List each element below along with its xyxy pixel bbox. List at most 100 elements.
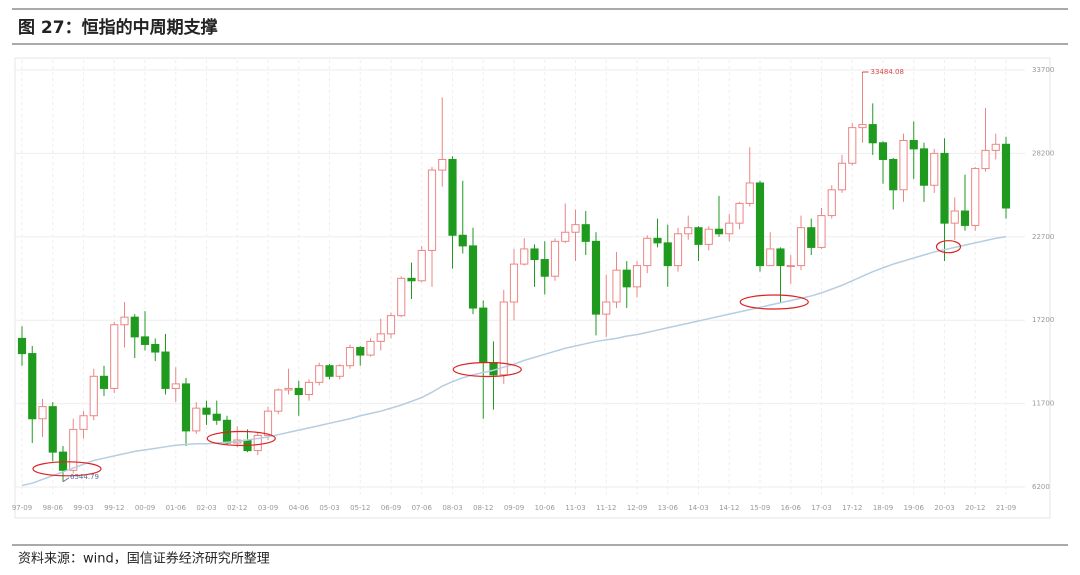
candle-body (294, 387, 303, 396)
candle-body (202, 407, 211, 415)
candle-body (817, 215, 826, 248)
x-tick-label: 18-09 (873, 504, 893, 512)
candle-body (427, 169, 437, 251)
candle-body (17, 337, 27, 355)
plot-frame (14, 57, 1051, 519)
candle-body (909, 140, 918, 150)
candle-body (612, 269, 621, 303)
candle-body (550, 240, 560, 277)
candle-body (99, 375, 109, 389)
candle-body (28, 353, 37, 420)
support-circle (935, 240, 962, 254)
x-tick-label: 98-06 (43, 504, 64, 512)
candle-body (58, 451, 68, 471)
x-tick-label: 10-06 (535, 504, 556, 512)
candle-body (745, 182, 754, 204)
title: 图 27：恒指的中周期支撑 (18, 17, 218, 38)
candle-body (89, 375, 98, 417)
y-tick-label: 22700 (1032, 233, 1054, 241)
candle-body (673, 233, 683, 267)
x-tick-label: 16-06 (781, 504, 802, 512)
candle-body (315, 365, 324, 383)
candle-body (950, 210, 959, 224)
x-tick-label: 13-06 (658, 504, 679, 512)
candle-body (602, 301, 611, 315)
candle-body (458, 234, 467, 247)
x-tick-label: 14-03 (688, 504, 708, 512)
candle-body (714, 228, 724, 235)
candle-body (889, 158, 898, 191)
moving-average-line (21, 236, 1007, 487)
candle-body (930, 152, 939, 186)
candle-body (899, 140, 908, 191)
candle-body (407, 277, 416, 282)
candle-body (376, 333, 385, 342)
candle-body (366, 340, 375, 356)
candle-body (786, 265, 795, 268)
candle-body (725, 222, 734, 235)
x-tick-label: 14-12 (719, 504, 739, 512)
source: 资料来源：wind，国信证券经济研究所整理 (18, 551, 270, 567)
candle-body (38, 406, 47, 420)
candle-body (807, 227, 816, 248)
candle-body (69, 428, 78, 471)
y-tick-label: 17200 (1032, 316, 1054, 324)
y-tick-label: 6200 (1032, 483, 1050, 491)
candle-body (684, 227, 693, 235)
candle-body (386, 315, 396, 335)
x-tick-label: 09-09 (504, 504, 524, 512)
candle-body (704, 228, 713, 245)
candle-body (417, 249, 426, 282)
support-circle (452, 361, 522, 378)
candle-body (837, 162, 847, 191)
candle-body (643, 237, 652, 267)
x-tick-label: 20-03 (934, 504, 954, 512)
x-tick-label: 03-09 (258, 504, 278, 512)
x-tick-label: 06-09 (381, 504, 401, 512)
x-tick-label: 02-03 (196, 504, 216, 512)
candle-body (479, 307, 488, 364)
candle-body (48, 406, 57, 453)
x-tick-label: 04-06 (289, 504, 310, 512)
candle-body (694, 227, 703, 245)
candle-body (1001, 143, 1011, 209)
x-tick-label: 01-06 (166, 504, 187, 512)
support-circle (32, 461, 102, 477)
y-tick-label: 33700 (1032, 66, 1054, 74)
candle-body (212, 413, 221, 421)
candle-body (110, 324, 119, 389)
candle-body (520, 248, 529, 265)
candle-body (284, 387, 293, 391)
candle-body (878, 142, 888, 160)
x-tick-label: 17-12 (842, 504, 862, 512)
support-circle (206, 430, 276, 447)
candle-body (540, 259, 549, 277)
support-circle (739, 294, 809, 310)
candle-body (181, 383, 191, 432)
candle-body (991, 143, 1000, 151)
candle-body (632, 265, 642, 288)
x-tick-label: 19-06 (904, 504, 925, 512)
candle-body (827, 189, 836, 217)
y-tick-label: 11700 (1032, 400, 1054, 408)
x-tick-label: 99-03 (73, 504, 93, 512)
candle-body (776, 248, 785, 267)
candle-body (581, 224, 590, 242)
x-tick-label: 05-03 (319, 504, 339, 512)
x-tick-label: 20-12 (965, 504, 985, 512)
candle-body (561, 231, 570, 242)
candle-body (325, 365, 334, 377)
candle-body (919, 148, 929, 186)
candle-body (499, 301, 508, 376)
x-tick-label: 00-09 (135, 504, 155, 512)
candle-body (940, 152, 949, 224)
high-annotation: 33484.08 (871, 68, 904, 76)
candle-body (263, 410, 273, 436)
annotation-leader (62, 477, 70, 483)
candle-body (858, 124, 867, 129)
candle-body (960, 210, 970, 226)
candle-body (663, 242, 672, 267)
x-tick-label: 17-03 (811, 504, 831, 512)
